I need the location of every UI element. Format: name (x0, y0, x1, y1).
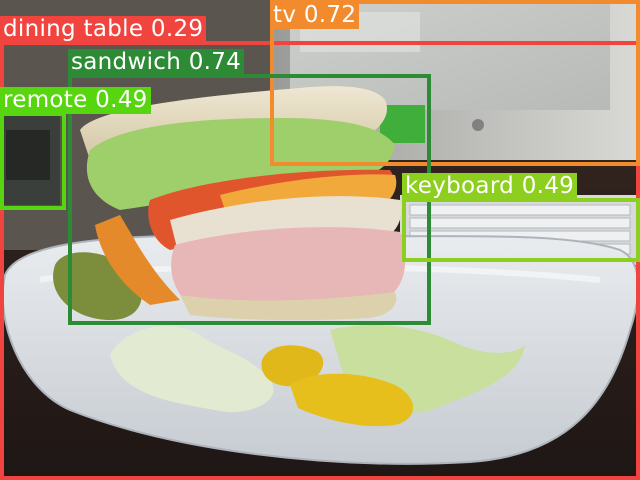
tv-label: tv 0.72 (270, 2, 360, 29)
left-device-panel (6, 130, 50, 180)
remote-box[interactable] (0, 112, 66, 210)
keyboard-box[interactable] (402, 198, 640, 262)
remote-label: remote 0.49 (0, 87, 151, 114)
pepper-top (261, 345, 324, 387)
green-note (380, 105, 425, 143)
sandwich-bottom-bread (180, 292, 397, 321)
keyboard-label: keyboard 0.49 (402, 173, 578, 200)
sandwich-lettuce (86, 118, 396, 210)
monitor-logo (472, 119, 484, 131)
sandwich-crust-left (95, 215, 180, 305)
tv-box[interactable] (270, 0, 640, 166)
sandwich-label: sandwich 0.74 (68, 49, 245, 76)
sandwich-ham (171, 227, 406, 306)
dining-table-label: dining table 0.29 (0, 16, 207, 43)
pepper-bottom (290, 373, 414, 427)
lettuce-left (110, 326, 274, 412)
